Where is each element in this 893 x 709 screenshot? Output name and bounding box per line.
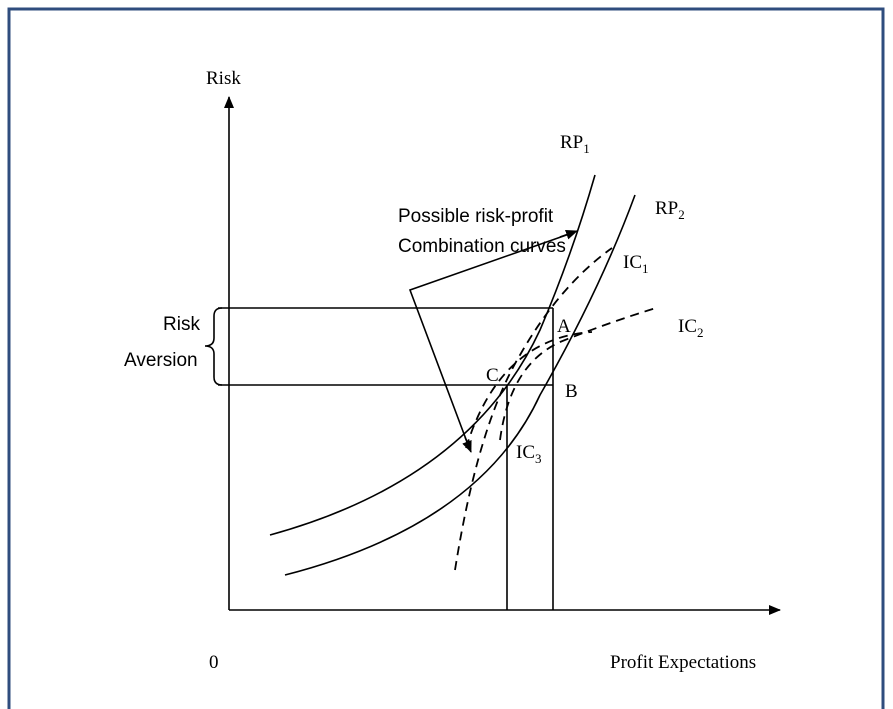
curve-subscript: 1 <box>583 141 590 156</box>
brace <box>204 307 223 386</box>
curve-subscript: 2 <box>697 325 704 340</box>
origin-label: 0 <box>209 652 219 673</box>
annotation: Risk <box>163 314 200 335</box>
curve-name: IC <box>678 316 697 337</box>
rp1-curve <box>269 174 596 536</box>
arrow-head <box>462 436 472 453</box>
x-axis-label: Profit Expectations <box>610 652 756 673</box>
annotation: Possible risk-profit <box>398 206 554 227</box>
annotation: Combination curves <box>398 236 566 257</box>
y-axis-label: Risk <box>206 68 241 89</box>
curve-label: IC1 <box>623 252 649 276</box>
curve-label: RP2 <box>655 198 685 222</box>
curve-name: RP <box>560 132 583 153</box>
curve-subscript: 2 <box>678 207 685 222</box>
ic2-curve <box>499 307 657 441</box>
ic3-curve <box>465 331 593 449</box>
curve-subscript: 3 <box>535 451 542 466</box>
curve-name: IC <box>516 442 535 463</box>
frame <box>7 7 885 709</box>
rp2-curve <box>284 194 636 576</box>
point-label: B <box>565 381 578 402</box>
curve-label: IC2 <box>678 316 704 340</box>
curve-name: IC <box>623 252 642 273</box>
annotation: Aversion <box>124 350 198 371</box>
curve-name: RP <box>655 198 678 219</box>
arrow-path <box>408 231 576 451</box>
arrow-head <box>559 229 578 240</box>
curve-label: RP1 <box>560 132 590 156</box>
point-label: A <box>557 316 571 337</box>
curve-subscript: 1 <box>642 261 649 276</box>
curve-label: IC3 <box>516 442 542 466</box>
point-label: C <box>486 365 499 386</box>
